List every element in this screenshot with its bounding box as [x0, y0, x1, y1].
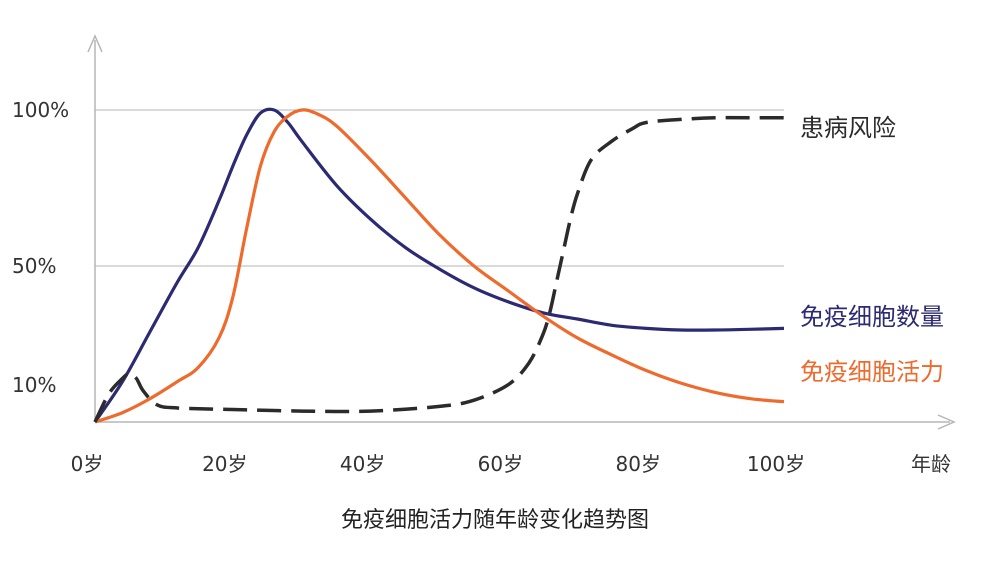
- series-line-immune-cell-count: [93, 107, 785, 423]
- y-tick-label: 100%: [12, 98, 69, 122]
- chart-title: 免疫细胞活力随年龄变化趋势图: [341, 508, 649, 533]
- y-tick-label: 50%: [12, 254, 56, 278]
- x-tick-label: 40岁: [340, 452, 385, 476]
- labels: 10% 50% 100% 0岁 20岁 40岁 60岁 80岁 100岁 年龄 免疫细胞数量免疫细胞…: [12, 98, 951, 476]
- series-line-disease-risk: [93, 115, 784, 423]
- axes: [87, 34, 956, 430]
- x-tick-label: 80岁: [615, 452, 660, 476]
- series-line-immune-cell-vitality: [94, 108, 785, 424]
- y-axis-arrow: [87, 34, 103, 53]
- series-label-disease-risk: 患病风险: [800, 114, 896, 142]
- x-tick-label: 60岁: [478, 452, 523, 476]
- x-axis-arrow: [937, 414, 956, 430]
- x-axis-label: 年龄: [911, 452, 951, 476]
- y-tick-label: 10%: [12, 373, 56, 397]
- series-lines: [93, 107, 785, 424]
- series-label-immune-cell-count: 免疫细胞数量: [800, 303, 944, 331]
- gridlines: [95, 109, 784, 267]
- x-tick-label: 20岁: [202, 452, 247, 476]
- series-label-immune-cell-vitality: 免疫细胞活力: [800, 358, 944, 386]
- x-tick-label: 0岁: [71, 452, 104, 476]
- x-tick-label: 100岁: [747, 452, 805, 476]
